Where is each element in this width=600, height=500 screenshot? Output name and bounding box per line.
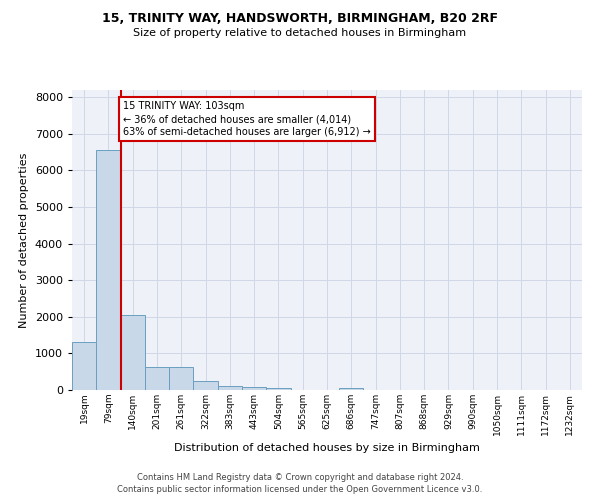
Text: 15 TRINITY WAY: 103sqm
← 36% of detached houses are smaller (4,014)
63% of semi-: 15 TRINITY WAY: 103sqm ← 36% of detached…	[123, 101, 371, 138]
Bar	[339, 388, 364, 390]
X-axis label: Distribution of detached houses by size in Birmingham: Distribution of detached houses by size …	[174, 443, 480, 453]
Bar	[266, 388, 290, 390]
Bar	[121, 314, 145, 390]
Bar	[193, 381, 218, 390]
Bar	[242, 386, 266, 390]
Text: Contains HM Land Registry data © Crown copyright and database right 2024.: Contains HM Land Registry data © Crown c…	[137, 472, 463, 482]
Text: Contains public sector information licensed under the Open Government Licence v3: Contains public sector information licen…	[118, 485, 482, 494]
Bar	[72, 342, 96, 390]
Y-axis label: Number of detached properties: Number of detached properties	[19, 152, 29, 328]
Bar	[169, 367, 193, 390]
Text: 15, TRINITY WAY, HANDSWORTH, BIRMINGHAM, B20 2RF: 15, TRINITY WAY, HANDSWORTH, BIRMINGHAM,…	[102, 12, 498, 26]
Bar	[96, 150, 121, 390]
Bar	[218, 386, 242, 390]
Bar	[145, 366, 169, 390]
Text: Size of property relative to detached houses in Birmingham: Size of property relative to detached ho…	[133, 28, 467, 38]
